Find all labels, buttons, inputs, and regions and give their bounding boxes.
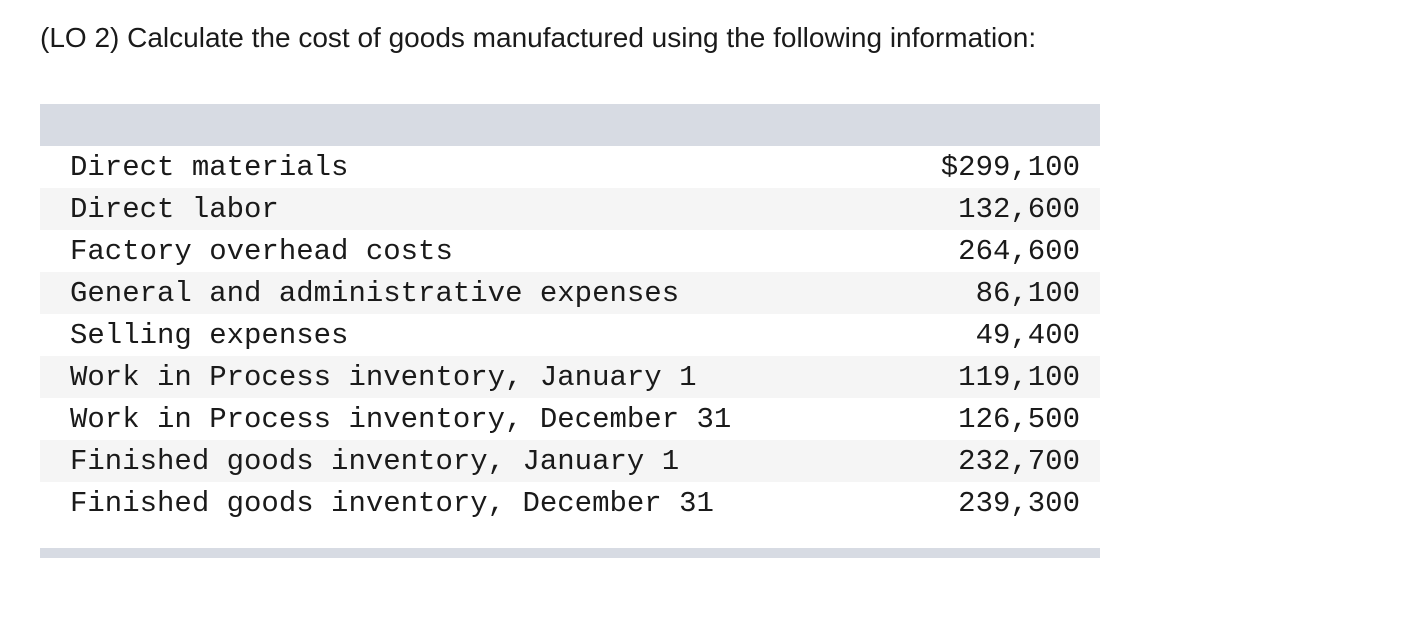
row-value: 86,100 xyxy=(975,276,1080,310)
row-value: 49,400 xyxy=(975,318,1080,352)
row-label: Finished goods inventory, January 1 xyxy=(70,444,680,478)
data-table: Direct materials $299,100 Direct labor 1… xyxy=(40,104,1100,558)
table-row: Factory overhead costs 264,600 xyxy=(40,230,1100,272)
table-row: Direct materials $299,100 xyxy=(40,146,1100,188)
table-body: Direct materials $299,100 Direct labor 1… xyxy=(40,146,1100,524)
row-label: Factory overhead costs xyxy=(70,234,453,268)
row-label: Work in Process inventory, December 31 xyxy=(70,402,732,436)
row-value: 239,300 xyxy=(958,486,1080,520)
row-label: Finished goods inventory, December 31 xyxy=(70,486,714,520)
row-value: 132,600 xyxy=(958,192,1080,226)
row-label: Direct labor xyxy=(70,192,279,226)
table-row: Work in Process inventory, January 1 119… xyxy=(40,356,1100,398)
table-row: Direct labor 132,600 xyxy=(40,188,1100,230)
row-label: Direct materials xyxy=(70,150,349,184)
question-text: (LO 2) Calculate the cost of goods manuf… xyxy=(40,22,1037,53)
row-value: 264,600 xyxy=(958,234,1080,268)
row-label: Work in Process inventory, January 1 xyxy=(70,360,697,394)
row-value: $299,100 xyxy=(940,150,1080,184)
table-row: Work in Process inventory, December 31 1… xyxy=(40,398,1100,440)
table-row: Selling expenses 49,400 xyxy=(40,314,1100,356)
row-label: General and administrative expenses xyxy=(70,276,680,310)
row-value: 126,500 xyxy=(958,402,1080,436)
row-value: 232,700 xyxy=(958,444,1080,478)
table-row: Finished goods inventory, December 31 23… xyxy=(40,482,1100,524)
row-value: 119,100 xyxy=(958,360,1080,394)
table-footer-band xyxy=(40,548,1100,558)
row-label: Selling expenses xyxy=(70,318,349,352)
table-row: General and administrative expenses 86,1… xyxy=(40,272,1100,314)
table-row: Finished goods inventory, January 1 232,… xyxy=(40,440,1100,482)
table-header-band xyxy=(40,104,1100,146)
